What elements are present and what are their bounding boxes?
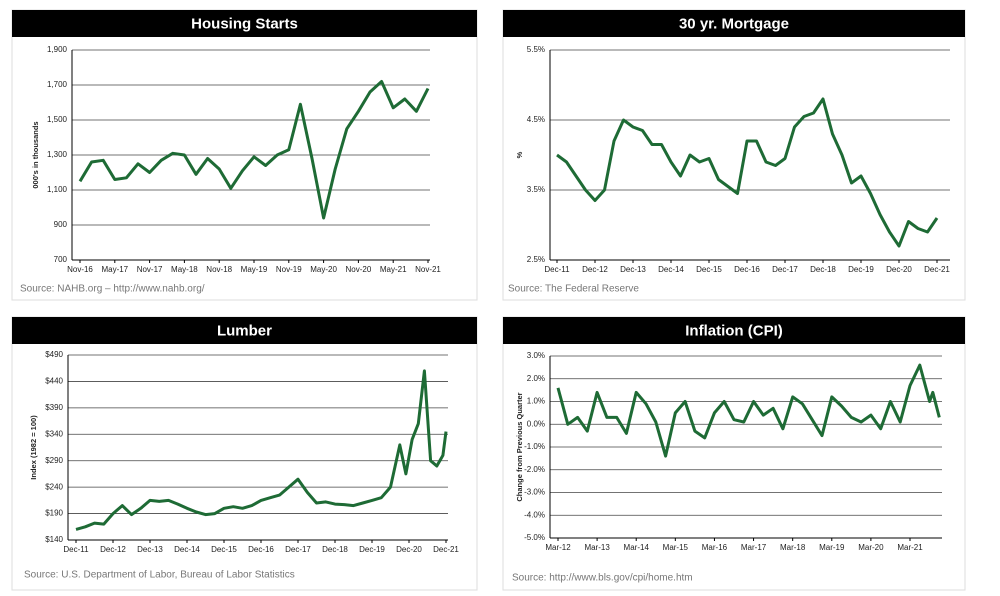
x-tick-label: Dec-14	[174, 545, 200, 554]
y-tick-label: $240	[45, 482, 63, 491]
x-tick-label: May-17	[101, 265, 128, 274]
x-tick-label: Dec-20	[886, 265, 912, 274]
y-tick-label: $390	[45, 403, 63, 412]
x-tick-label: May-18	[171, 265, 198, 274]
x-tick-label: Mar-18	[780, 543, 806, 552]
title-bar	[12, 317, 477, 344]
x-tick-label: Dec-19	[848, 265, 874, 274]
y-axis-label: Index (1982 = 100)	[29, 415, 38, 480]
y-tick-label: $440	[45, 377, 63, 386]
x-tick-label: Dec-11	[544, 265, 570, 274]
x-tick-label: Dec-19	[359, 545, 385, 554]
source-note: Source: U.S. Department of Labor, Bureau…	[24, 570, 295, 581]
y-tick-label: -3.0%	[524, 488, 545, 497]
x-tick-label: Mar-13	[584, 543, 610, 552]
data-line	[556, 363, 941, 458]
data-line	[556, 97, 939, 248]
y-tick-label: 900	[54, 220, 68, 229]
y-tick-label: -2.0%	[524, 465, 545, 474]
x-tick-label: Mar-14	[624, 543, 650, 552]
source-note: Source: The Federal Reserve	[508, 284, 639, 295]
x-tick-label: May-21	[380, 265, 407, 274]
panel-frame	[502, 9, 966, 301]
y-tick-label: 3.0%	[527, 351, 545, 360]
chart-title: Lumber	[217, 322, 272, 339]
x-tick-label: Dec-21	[924, 265, 950, 274]
x-tick-label: Dec-13	[620, 265, 646, 274]
y-tick-label: $140	[45, 535, 63, 544]
source-note: Source: NAHB.org – http://www.nahb.org/	[20, 284, 205, 295]
x-tick-label: Nov-16	[67, 265, 93, 274]
y-tick-label: -5.0%	[524, 533, 545, 542]
x-tick-label: Dec-12	[100, 545, 126, 554]
x-tick-label: Mar-19	[819, 543, 845, 552]
y-tick-label: 5.5%	[527, 45, 545, 54]
x-tick-label: Dec-21	[433, 545, 459, 554]
y-tick-label: 0.0%	[527, 419, 545, 428]
x-tick-label: Nov-20	[346, 265, 372, 274]
chart-title: Inflation (CPI)	[685, 322, 783, 339]
y-tick-label: -1.0%	[524, 442, 545, 451]
y-tick-label: 1,900	[47, 45, 68, 54]
x-tick-label: Nov-18	[206, 265, 232, 274]
y-axis-label: %	[515, 151, 524, 158]
x-tick-label: Nov-17	[137, 265, 163, 274]
y-tick-label: 2.5%	[527, 255, 545, 264]
y-tick-label: $190	[45, 509, 63, 518]
y-axis-label: 000's in thousands	[31, 121, 40, 188]
x-tick-label: Mar-17	[741, 543, 767, 552]
y-tick-label: $290	[45, 456, 63, 465]
y-tick-label: 4.5%	[527, 115, 545, 124]
y-tick-label: 700	[54, 255, 68, 264]
x-tick-label: Mar-15	[663, 543, 689, 552]
y-tick-label: 3.5%	[527, 185, 545, 194]
x-tick-label: Dec-11	[63, 545, 89, 554]
x-tick-label: Mar-16	[702, 543, 728, 552]
y-tick-label: 2.0%	[527, 374, 545, 383]
y-tick-label: 1,300	[47, 150, 68, 159]
x-tick-label: Mar-12	[545, 543, 571, 552]
x-tick-label: May-20	[310, 265, 337, 274]
x-tick-label: Dec-20	[396, 545, 422, 554]
y-tick-label: $490	[45, 350, 63, 359]
x-tick-label: Dec-17	[772, 265, 798, 274]
y-tick-label: 1,700	[47, 80, 68, 89]
x-tick-label: Dec-13	[137, 545, 163, 554]
chart-title: 30 yr. Mortgage	[679, 15, 789, 32]
x-tick-label: Dec-15	[211, 545, 237, 554]
title-bar	[503, 10, 965, 37]
x-tick-label: Mar-20	[858, 543, 884, 552]
x-tick-label: Dec-14	[658, 265, 684, 274]
x-tick-label: May-19	[241, 265, 268, 274]
data-line	[78, 80, 430, 220]
x-tick-label: Dec-18	[810, 265, 836, 274]
x-tick-label: Dec-12	[582, 265, 608, 274]
x-tick-label: Mar-21	[897, 543, 923, 552]
x-tick-label: Nov-21	[415, 265, 441, 274]
x-tick-label: Nov-19	[276, 265, 302, 274]
y-tick-label: -4.0%	[524, 510, 545, 519]
y-tick-label: 1,100	[47, 185, 68, 194]
y-tick-label: $340	[45, 429, 63, 438]
x-tick-label: Dec-15	[696, 265, 722, 274]
y-tick-label: 1,500	[47, 115, 68, 124]
panel-frame	[502, 316, 966, 591]
y-tick-label: 1.0%	[527, 397, 545, 406]
source-note: Source: http://www.bls.gov/cpi/home.htm	[512, 573, 693, 584]
y-axis-label: Change from Previous Quarter	[515, 392, 524, 501]
chart-title: Housing Starts	[191, 15, 298, 32]
x-tick-label: Dec-16	[248, 545, 274, 554]
title-bar	[12, 10, 477, 37]
x-tick-label: Dec-18	[322, 545, 348, 554]
data-line	[75, 369, 448, 531]
x-tick-label: Dec-16	[734, 265, 760, 274]
title-bar	[503, 317, 965, 344]
x-tick-label: Dec-17	[285, 545, 311, 554]
